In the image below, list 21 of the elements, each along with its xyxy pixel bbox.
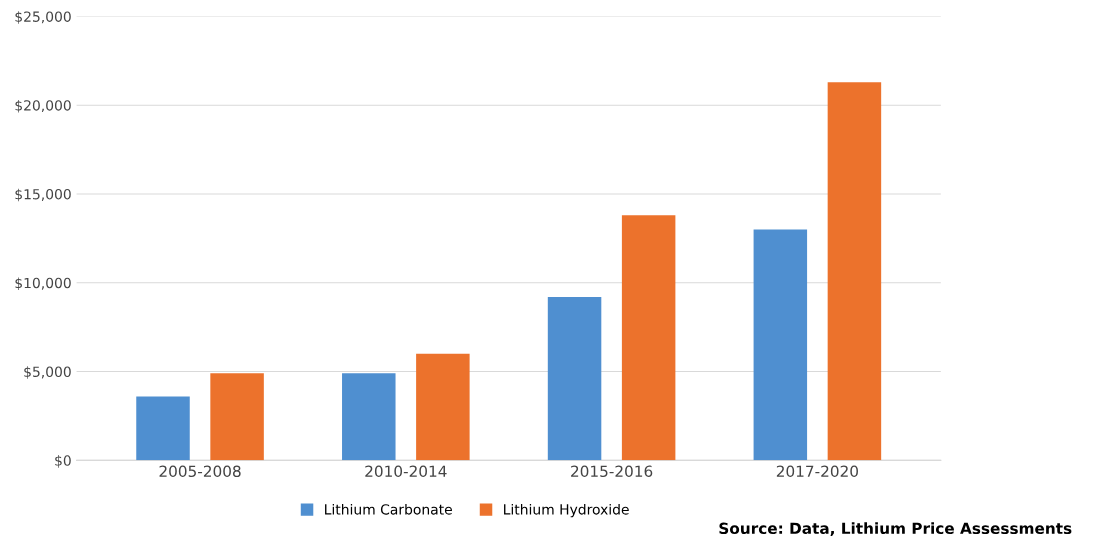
bar — [416, 353, 470, 461]
y-tick-label: $5,000 — [24, 366, 71, 379]
x-tick-label: 2010-2014 — [365, 465, 447, 478]
bar — [342, 373, 396, 461]
bar — [753, 229, 808, 461]
y-tick-label: $10,000 — [15, 277, 71, 291]
x-tick-label: 2017-2020 — [776, 465, 858, 478]
legend-label: Lithium Carbonate — [325, 503, 452, 515]
x-tick-label: 2005-2008 — [159, 465, 241, 478]
y-tick-label: $0 — [55, 455, 71, 468]
y-tick-label: $15,000 — [15, 188, 71, 202]
legend-label: Lithium Hydroxide — [504, 503, 629, 518]
source-note: Source: Data, Lithium Price Assessments — [719, 522, 1072, 537]
y-tick-label: $20,000 — [15, 99, 71, 113]
x-tick-label: 2015-2016 — [571, 465, 653, 478]
bar — [136, 396, 190, 461]
bar — [210, 373, 264, 461]
bar — [621, 215, 676, 461]
bar — [547, 296, 602, 461]
y-tick-label: $25,000 — [15, 11, 71, 24]
bar — [827, 82, 882, 461]
